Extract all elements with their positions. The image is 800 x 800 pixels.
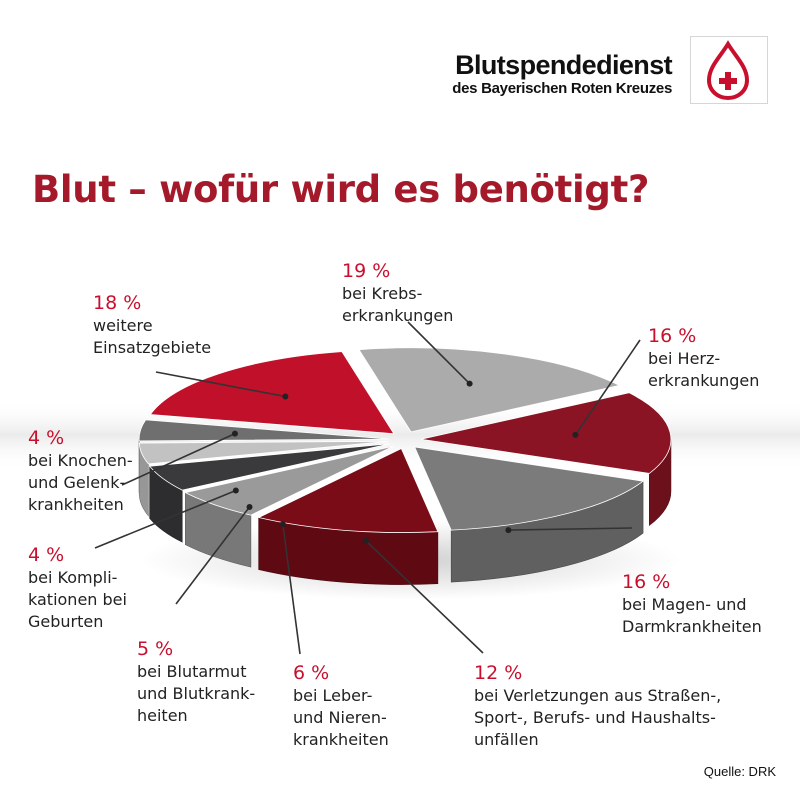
percent-knochen: 4 %	[28, 427, 65, 449]
slice-krebs	[358, 347, 621, 433]
leader-dot-blutarmut	[246, 503, 253, 510]
text-krebs: bei Krebs- erkrankungen	[342, 284, 454, 325]
slice-herz	[420, 392, 672, 474]
label-weitere: 18 % weitere Einsatzgebiete	[93, 291, 211, 359]
logo-name: Blutspendedienst	[455, 50, 673, 80]
slice-leber	[184, 445, 394, 516]
leader-line-herz	[574, 339, 641, 436]
logo-subtitle: des Bayerischen Roten Kreuzes	[452, 80, 672, 97]
leader-line-magen	[508, 527, 633, 531]
percent-weitere: 18 %	[93, 292, 142, 314]
percent-geburten: 4 %	[28, 544, 65, 566]
source-note: Quelle: DRK	[703, 764, 776, 779]
slice-blutarmut	[148, 443, 391, 491]
pie-tops	[138, 347, 672, 533]
leader-dot-krebs	[466, 380, 473, 387]
slice-verletzungen	[257, 448, 439, 533]
leader-dot-weitere	[282, 393, 289, 400]
percent-leber: 6 %	[293, 662, 330, 684]
leader-line-weitere	[155, 371, 286, 398]
label-verletzungen: 12 % bei Verletzungen aus Straßen-, Spor…	[474, 661, 721, 751]
text-leber: bei Leber- und Nieren- krankheiten	[293, 686, 389, 749]
text-verletzungen: bei Verletzungen aus Straßen-, Sport-, B…	[474, 686, 722, 749]
label-knochen: 4 % bei Knochen- und Gelenk- krankheiten	[28, 426, 133, 516]
label-blutarmut: 5 % bei Blutarmut und Blutkrank- heiten	[137, 637, 255, 727]
slice-knochen	[138, 419, 390, 442]
text-herz: bei Herz- erkrankungen	[648, 349, 760, 390]
percent-verletzungen: 12 %	[474, 662, 523, 684]
slice-magen	[414, 446, 645, 531]
label-geburten: 4 % bei Kompli- kationen bei Geburten	[28, 543, 127, 633]
leader-line-verletzungen	[365, 540, 484, 654]
text-knochen: bei Knochen- und Gelenk- krankheiten	[28, 451, 133, 514]
logo-text: Blutspendedienst des Bayerischen Roten K…	[452, 50, 672, 98]
label-magen: 16 % bei Magen- und Darmkrankheiten	[622, 570, 762, 638]
text-blutarmut: bei Blutarmut und Blutkrank- heiten	[137, 662, 256, 725]
text-geburten: bei Kompli- kationen bei Geburten	[28, 568, 127, 631]
chart-title: Blut – wofür wird es benötigt?	[32, 168, 650, 211]
leader-dot-magen	[505, 527, 512, 534]
percent-krebs: 19 %	[342, 260, 391, 282]
leader-line-leber	[282, 524, 301, 655]
percent-herz: 16 %	[648, 325, 697, 347]
leader-line-krebs	[407, 321, 471, 385]
blood-drop-logo-icon	[690, 36, 768, 104]
slice-geburten	[138, 440, 390, 465]
percent-blutarmut: 5 %	[137, 638, 174, 660]
percent-magen: 16 %	[622, 571, 671, 593]
slice-weitere	[149, 351, 395, 435]
text-magen: bei Magen- und Darmkrankheiten	[622, 595, 762, 636]
text-weitere: weitere Einsatzgebiete	[93, 316, 212, 357]
leader-dot-geburten	[232, 487, 239, 494]
leader-dot-herz	[572, 431, 579, 438]
leader-dot-knochen	[231, 430, 238, 437]
label-leber: 6 % bei Leber- und Nieren- krankheiten	[293, 661, 389, 751]
leader-dot-leber	[279, 521, 286, 528]
leader-dot-verletzungen	[362, 537, 369, 544]
leader-line-blutarmut	[175, 506, 251, 605]
label-herz: 16 % bei Herz- erkrankungen	[648, 324, 759, 392]
leader-line-geburten	[94, 489, 237, 549]
label-krebs: 19 % bei Krebs- erkrankungen	[342, 259, 453, 327]
pie-leaders	[94, 321, 641, 655]
leader-line-knochen	[121, 432, 236, 486]
